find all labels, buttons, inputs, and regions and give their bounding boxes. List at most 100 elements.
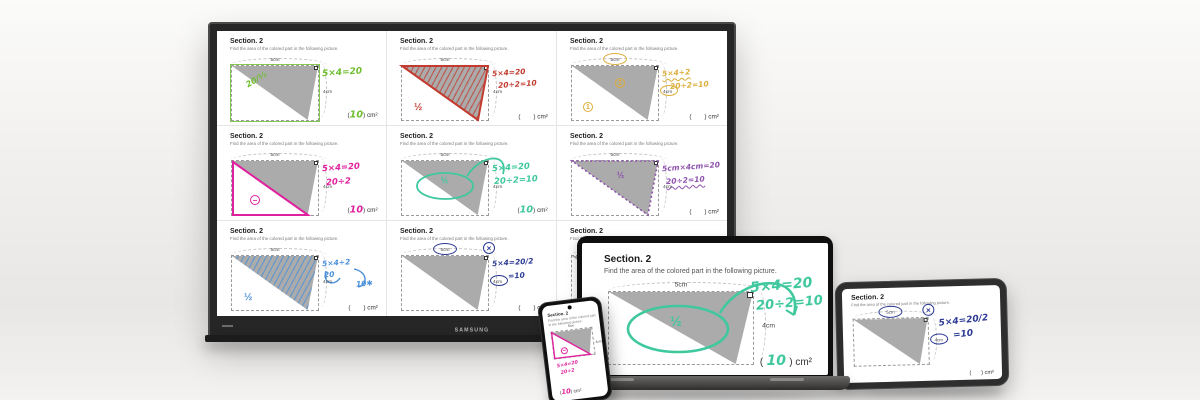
green-pen-rectangle-trace: [230, 64, 320, 122]
top-dimension-label: 5cm: [270, 151, 280, 158]
worksheet-cell-green: Section. 2 Find the area of the colored …: [217, 31, 387, 126]
handwritten-notes: 5×4=20: [321, 66, 386, 80]
handwritten-equation: 5×4=20/2: [491, 256, 534, 269]
pen-tray: [205, 335, 739, 342]
handwritten-equation: 20÷2: [325, 176, 352, 189]
dashed-arc-right: [655, 158, 667, 212]
answer-value: 10: [350, 203, 364, 215]
right-angle-marker: [314, 66, 318, 70]
yellow-pen-circle-4cm: [660, 85, 678, 97]
side-dimension-label: 4cm: [762, 321, 775, 329]
section-subtitle: Find the area of the colored part in the…: [570, 141, 679, 146]
section-title: Section. 2: [604, 254, 652, 265]
handwritten-notes: 5×4=20 20÷2: [556, 359, 593, 377]
side-dimension-label: 4cm: [322, 89, 332, 95]
section-subtitle: Find the area of the colored part in the…: [400, 236, 509, 241]
handwritten-notes: 5×4=20 20÷2=10: [492, 67, 556, 91]
tablet-body: Section. 2 Find the area of the colored …: [834, 277, 1010, 391]
samsung-logo: SAMSUNG: [454, 327, 490, 333]
handwritten-equation: 20÷2: [560, 367, 576, 376]
section-subtitle: Find the area of the colored part in the…: [570, 46, 679, 51]
tablet-shadow: [844, 387, 1004, 396]
dashed-arc: [571, 153, 667, 167]
handwritten-fraction: ½: [616, 170, 625, 181]
dashed-arc: [401, 58, 497, 72]
section-title: Section. 2: [400, 228, 434, 235]
side-dimension-label: 4cm: [492, 89, 502, 95]
dashed-arc: [231, 58, 327, 72]
area-diagram: 5cm 4cm ½: [398, 57, 502, 122]
phone-screen[interactable]: Section. 2 Find the area of the colored …: [541, 299, 609, 400]
handwritten-equation: 5cm×4cm=20: [661, 160, 721, 174]
yellow-pen-circled-number: 1: [583, 102, 593, 112]
handwritten-equation: 5×4=20/2: [938, 313, 989, 329]
laptop: Section. 2 Find the area of the colored …: [560, 236, 850, 396]
right-angle-marker: [654, 161, 658, 165]
right-angle-marker: [314, 256, 318, 260]
laptop-shadow: [566, 392, 836, 400]
purple-pen-dotted-triangle: [569, 160, 659, 217]
front-camera: [567, 305, 572, 310]
area-diagram: 5cm 4cm ½: [569, 152, 672, 217]
answer-line: (10) cm²: [559, 387, 582, 396]
handwritten-equation: 5×4÷2: [661, 67, 691, 79]
section-title: Section. 2: [850, 293, 885, 302]
section-subtitle: Find the area of the colored part in the…: [400, 46, 509, 51]
area-diagram: 5cm 4cm ½: [608, 281, 799, 365]
handwritten-fraction: ½: [414, 102, 423, 113]
handwritten-fraction: ½: [670, 313, 682, 329]
dashed-arc-right: [485, 63, 497, 117]
top-dimension-label: 5cm: [270, 56, 280, 63]
right-angle-marker: [654, 66, 658, 70]
tablet: Section. 2 Find the area of the colored …: [834, 277, 1010, 391]
side-dimension-label: 4cm: [322, 279, 332, 285]
phone-body: Section. 2 Find the area of the colored …: [536, 295, 614, 400]
handwritten-equation: 5×4=20: [321, 66, 363, 80]
handwritten-equation: 20÷2=10: [493, 174, 539, 188]
worksheet-cell-purple: Section. 2 Find the area of the colored …: [557, 126, 727, 221]
worksheet-cell-yellow: Section. 2 Find the area of the colored …: [557, 31, 727, 126]
top-dimension-label: 5cm: [270, 246, 280, 253]
top-dimension-label: 5cm: [610, 151, 620, 158]
right-angle-marker: [314, 161, 318, 165]
answer-line: () cm²: [518, 112, 548, 120]
right-angle-marker: [484, 256, 488, 260]
handwritten-equation: 10✱: [355, 278, 374, 289]
answer-value: 10: [766, 353, 786, 369]
dashed-arc-right: [315, 158, 327, 212]
section-title: Section. 2: [570, 133, 604, 140]
answer-line: () cm²: [969, 368, 995, 376]
ir-sensor: [222, 325, 233, 327]
laptop-hinge: [600, 378, 634, 381]
answer-line: (10) cm²: [347, 203, 378, 215]
area-diagram: 5cm 4cm 20/½: [230, 57, 332, 122]
magenta-pen-triangle-trace: [232, 160, 312, 216]
handwritten-equation: 20÷2=10: [755, 293, 824, 314]
navy-pen-circled-times: ×: [483, 242, 495, 254]
worksheet-cell-red: Section. 2 Find the area of the colored …: [387, 31, 557, 126]
magenta-pen-triangle-trace: [550, 331, 593, 360]
section-subtitle: Find the area of the colored part in the…: [400, 141, 509, 146]
handwritten-fraction: ½: [440, 174, 449, 185]
area-diagram: 5cm 4cm −: [550, 324, 602, 360]
tablet-screen[interactable]: Section. 2 Find the area of the colored …: [841, 284, 1003, 384]
section-title: Section. 2: [400, 38, 434, 45]
right-angle-marker: [747, 292, 753, 298]
yellow-pen-circled-number: 2: [615, 78, 625, 88]
handwritten-notes: 5×4=20 20÷2=10: [749, 275, 824, 314]
laptop-base: [560, 376, 850, 390]
teal-pen-loop: [626, 282, 799, 354]
dashed-arc-right: [315, 63, 327, 117]
magenta-pen-circled-minus: −: [250, 195, 260, 205]
laptop-display[interactable]: Section. 2 Find the area of the colored …: [582, 243, 828, 375]
area-diagram: 5cm 4cm −: [231, 152, 332, 216]
teal-pen-loop: [416, 157, 505, 200]
dashed-arc: [608, 282, 768, 300]
worksheet-cell-magenta: Section. 2 Find the area of the colored …: [217, 126, 387, 221]
top-dimension-label: 5cm: [440, 56, 450, 63]
handwritten-fraction: ½: [244, 292, 253, 303]
answer-value: 10: [520, 203, 534, 215]
dashed-arc: [231, 153, 327, 167]
navy-pen-circle-4cm: [490, 275, 508, 287]
